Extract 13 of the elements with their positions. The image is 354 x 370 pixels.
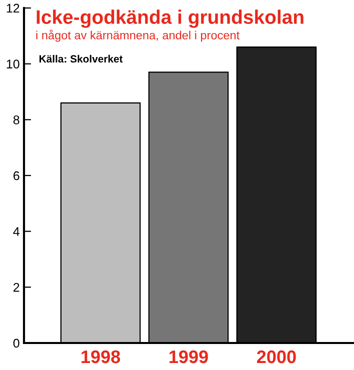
x-tick-label: 1999 bbox=[170, 350, 208, 364]
y-tick-label: 6 bbox=[14, 171, 20, 180]
text: i något av kärnämnena, andel i procent bbox=[36, 30, 240, 42]
y-tick-label: 2 bbox=[14, 282, 20, 292]
y-tick-label: 8 bbox=[13, 115, 20, 124]
y-tick-label: 4 bbox=[13, 227, 20, 236]
y-tick-label: 10 bbox=[6, 60, 20, 68]
y-tick-label: 0 bbox=[13, 338, 20, 348]
y-tick-label: 12 bbox=[6, 4, 20, 13]
chart-title: Icke-godkända i grundskolan bbox=[36, 10, 304, 28]
x-tick-label: 1998 bbox=[82, 350, 120, 364]
x-tick-label: 2000 bbox=[257, 350, 296, 364]
annotation: Källa: Skolverket bbox=[40, 54, 123, 63]
